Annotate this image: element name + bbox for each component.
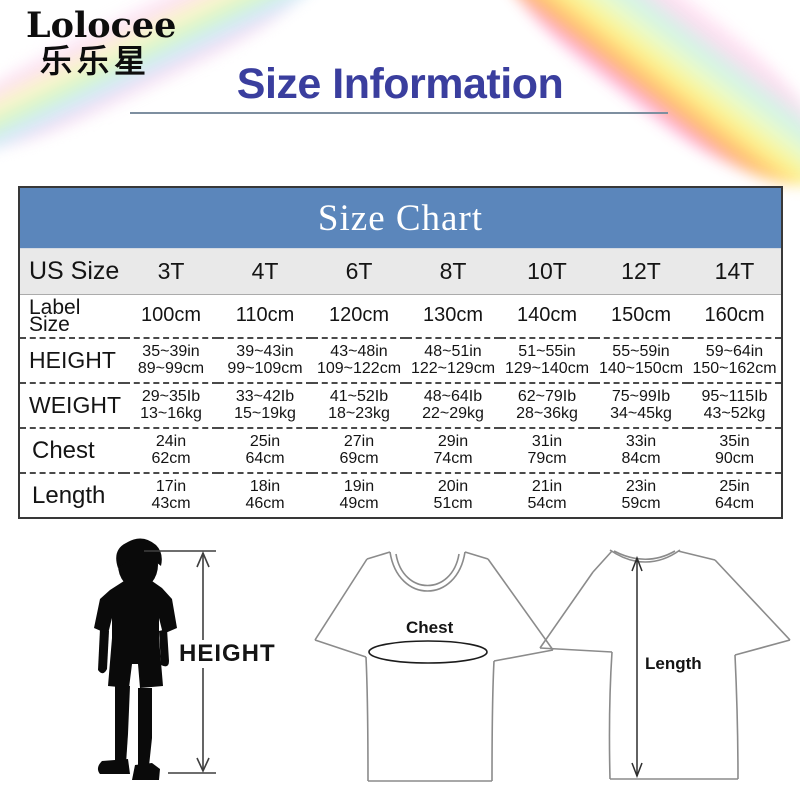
size-cell-length: 19in 49cm	[312, 471, 406, 518]
row-label-length: Length	[19, 471, 124, 518]
size-chart-caption-row: Size Chart	[19, 187, 782, 249]
size-cell-height: 35~39in 89~99cm	[124, 336, 218, 383]
size-cell-chest: 35in 90cm	[688, 426, 782, 473]
brand-name-latin: Lolocee	[26, 5, 177, 46]
size-cell-us_size: 6T	[312, 248, 406, 295]
size-cell-height: 43~48in 109~122cm	[312, 336, 406, 383]
size-chart-body: US Size 3T 4T 6T 8T 10T 12T 14T Label Size 100cm 1…	[19, 248, 782, 518]
child-silhouette	[94, 538, 177, 780]
size-cell-chest: 31in 79cm	[500, 426, 594, 473]
page-title: Size Information	[236, 60, 564, 108]
size-cell-length: 21in 54cm	[500, 471, 594, 518]
size-cell-weight: 75~99Ib 34~45kg	[594, 381, 688, 428]
size-cell-length: 18in 46cm	[218, 471, 312, 518]
size-chart-caption: Size Chart	[19, 187, 782, 249]
size-cell-height: 51~55in 129~140cm	[500, 336, 594, 383]
size-cell-height: 48~51in 122~129cm	[406, 336, 500, 383]
row-label-chest: Chest	[19, 426, 124, 473]
size-cell-us_size: 12T	[594, 248, 688, 295]
title-underline	[130, 112, 668, 114]
chest-measure-ellipse	[368, 640, 488, 664]
length-measure-arrow	[631, 555, 643, 779]
size-row-chest: Chest 24in 62cm 25in 64cm 27in 69cm 29in 74cm 31i…	[19, 426, 782, 473]
size-chart-table: Size Chart US Size 3T 4T 6T 8T 10T 12T 14T Label…	[18, 186, 783, 519]
size-cell-length: 17in 43cm	[124, 471, 218, 518]
chest-dimension-label: Chest	[406, 618, 454, 638]
size-cell-chest: 24in 62cm	[124, 426, 218, 473]
tshirt-front-diagram	[314, 551, 554, 782]
size-cell-chest: 25in 64cm	[218, 426, 312, 473]
size-cell-label_size: 160cm	[704, 304, 765, 327]
size-cell-chest: 29in 74cm	[406, 426, 500, 473]
size-cell-weight: 41~52Ib 18~23kg	[312, 381, 406, 428]
size-row-height: HEIGHT 35~39in 89~99cm 39~43in 99~109cm 43~48…	[19, 336, 782, 383]
size-cell-chest: 33in 84cm	[594, 426, 688, 473]
size-cell-weight: 33~42Ib 15~19kg	[218, 381, 312, 428]
size-cell-height: 55~59in 140~150cm	[594, 336, 688, 383]
size-row-weight: WEIGHT 29~35Ib 13~16kg 33~42Ib 15~19kg 41~52I…	[19, 381, 782, 428]
tshirt-back-diagram	[539, 549, 791, 780]
size-cell-height: 39~43in 99~109cm	[218, 336, 312, 383]
size-row-label_size: Label Size 100cm 110cm 120cm 130cm 140cm 150cm…	[19, 295, 782, 338]
size-cell-length: 23in 59cm	[594, 471, 688, 518]
size-cell-weight: 29~35Ib 13~16kg	[124, 381, 218, 428]
size-cell-length: 20in 51cm	[406, 471, 500, 518]
size-row-us_size: US Size 3T 4T 6T 8T 10T 12T 14T	[19, 248, 782, 295]
size-cell-weight: 48~64Ib 22~29kg	[406, 381, 500, 428]
size-cell-label_size: 140cm	[516, 304, 578, 327]
size-cell-height: 59~64in 150~162cm	[688, 336, 782, 383]
size-cell-label_size: 120cm	[328, 304, 390, 327]
size-cell-us_size: 14T	[688, 248, 782, 295]
size-cell-label_size: 100cm	[140, 304, 202, 327]
size-cell-us_size: 10T	[500, 248, 594, 295]
size-cell-chest: 27in 69cm	[312, 426, 406, 473]
size-cell-us_size: 8T	[406, 248, 500, 295]
size-cell-weight: 95~115Ib 43~52kg	[688, 381, 782, 428]
size-cell-label_size: 130cm	[422, 304, 484, 327]
size-cell-us_size: 3T	[124, 248, 218, 295]
height-dimension-label: HEIGHT	[176, 640, 279, 668]
size-row-length: Length 17in 43cm 18in 46cm 19in 49cm 20in 51cm 21…	[19, 471, 782, 518]
size-cell-length: 25in 64cm	[688, 471, 782, 518]
row-label-us_size: US Size	[19, 248, 124, 295]
row-label-label_size: Label Size	[29, 295, 81, 336]
size-cell-weight: 62~79Ib 28~36kg	[500, 381, 594, 428]
brand-name-chinese: 乐乐星	[40, 42, 152, 79]
size-cell-label_size: 110cm	[235, 304, 295, 327]
brand-logo: Lolocee 乐乐星	[26, 5, 177, 79]
size-cell-label_size: 150cm	[610, 304, 672, 327]
row-label-height: HEIGHT	[19, 336, 124, 383]
row-label-weight: WEIGHT	[19, 381, 124, 428]
size-cell-us_size: 4T	[218, 248, 312, 295]
length-dimension-label: Length	[645, 654, 702, 674]
